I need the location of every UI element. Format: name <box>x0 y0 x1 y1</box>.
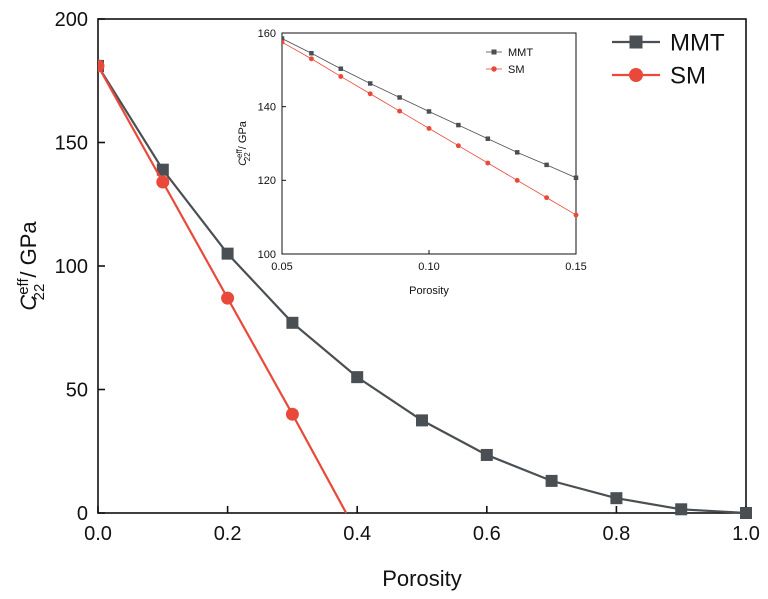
data-point-mmt <box>675 503 688 516</box>
y-title-sub: 22 <box>31 284 48 301</box>
x-tick-label: 0.2 <box>214 523 242 545</box>
inset-y-title-unit: / GPa <box>237 120 249 152</box>
data-point-mmt <box>416 414 428 427</box>
inset-data-point-mmt <box>367 81 373 86</box>
data-point-mmt <box>351 371 364 384</box>
inset-data-point-mmt <box>544 162 549 168</box>
inset-data-point-sm <box>485 160 491 166</box>
inset-x-tick-label: 0.15 <box>565 261 586 273</box>
inset-data-point-sm <box>544 195 550 201</box>
data-point-mmt <box>286 316 299 329</box>
inset-data-point-sm <box>367 91 373 97</box>
inset-data-point-sm <box>282 39 285 45</box>
y-tick-label: 0 <box>77 503 88 525</box>
data-point-mmt <box>545 474 558 487</box>
y-tick-label: 50 <box>66 380 88 402</box>
inset-y-tick-label: 140 <box>258 102 276 114</box>
inset-plot: 0.05 0.10 0.15 100 120 140 160 Porosity Ceff22 /… <box>235 28 587 297</box>
x-tick-label: 1.0 <box>732 523 760 545</box>
inset-y-tick-label: 160 <box>258 28 276 40</box>
y-axis-title: Ceff22 / GPa <box>15 221 48 311</box>
legend-label-mmt: MMT <box>670 30 725 57</box>
inset-legend-marker-mmt <box>491 49 497 55</box>
inset-data-point-mmt <box>338 66 344 71</box>
main-plot: 0.0 0.2 0.4 0.6 0.8 1.0 0 50 100 150 200 Porosity Ce… <box>15 9 760 591</box>
inset-series-line-mmt <box>282 38 577 179</box>
inset-legend-label-mmt: MMT <box>508 47 533 59</box>
inset-x-tick-label: 0.05 <box>271 261 292 273</box>
inset-series-group <box>282 36 579 218</box>
inset-legend-marker-sm <box>491 66 497 72</box>
x-tick-label: 0.0 <box>84 523 112 545</box>
inset-data-point-sm <box>426 125 432 131</box>
data-point-mmt <box>156 163 169 176</box>
data-point-sm <box>98 59 105 73</box>
inset-y-axis-title: Ceff22 / GPa <box>235 120 252 166</box>
inset-x-axis-title: Porosity <box>409 285 449 297</box>
inset-data-point-sm <box>573 212 579 218</box>
data-point-sm <box>156 175 170 189</box>
inset-data-point-sm <box>455 143 461 149</box>
data-point-mmt <box>221 247 234 260</box>
x-tick-label: 0.4 <box>343 523 371 545</box>
inset-data-point-mmt <box>485 136 491 141</box>
y-title-symbol: C <box>16 295 41 311</box>
series-line-sm <box>98 65 348 514</box>
x-tick-label: 0.6 <box>473 523 501 545</box>
inset-data-point-sm <box>397 108 403 114</box>
inset-x-tick-label: 0.10 <box>418 261 439 273</box>
inset-data-point-mmt <box>573 175 579 181</box>
series-group <box>98 59 752 519</box>
legend-marker-mmt <box>629 35 643 49</box>
inset-y-title-sub: 22 <box>243 152 252 161</box>
data-point-sm <box>285 407 299 421</box>
inset-data-point-mmt <box>456 122 461 128</box>
data-point-mmt <box>480 448 493 461</box>
inset-data-point-sm <box>308 56 314 62</box>
inset-data-point-mmt <box>514 150 520 155</box>
y-tick-label: 100 <box>55 256 88 278</box>
inset-data-point-mmt <box>282 36 285 41</box>
x-tick-label: 0.8 <box>602 523 630 545</box>
data-point-sm <box>221 291 235 305</box>
inset-data-point-mmt <box>426 109 432 114</box>
inset-y-title-symbol: C <box>237 158 249 166</box>
legend-label-sm: SM <box>670 63 706 90</box>
data-point-mmt <box>610 492 623 505</box>
y-tick-label: 150 <box>55 133 88 155</box>
inset-data-point-sm <box>514 177 520 183</box>
inset-y-title-sup: eff <box>235 148 244 158</box>
y-tick-label: 200 <box>55 9 88 31</box>
y-title-sup: eff <box>15 278 32 295</box>
x-axis-title: Porosity <box>382 566 461 591</box>
inset-data-point-sm <box>338 74 344 79</box>
inset-data-point-mmt <box>309 51 314 56</box>
inset-y-tick-label: 120 <box>258 175 276 187</box>
y-title-unit: / GPa <box>16 221 41 284</box>
data-point-mmt <box>740 507 752 519</box>
inset-plot-frame <box>281 32 577 255</box>
legend-marker-sm <box>629 68 643 82</box>
inset-data-point-mmt <box>397 95 402 100</box>
inset-y-tick-label: 100 <box>258 249 276 261</box>
inset-legend-label-sm: SM <box>508 64 525 76</box>
